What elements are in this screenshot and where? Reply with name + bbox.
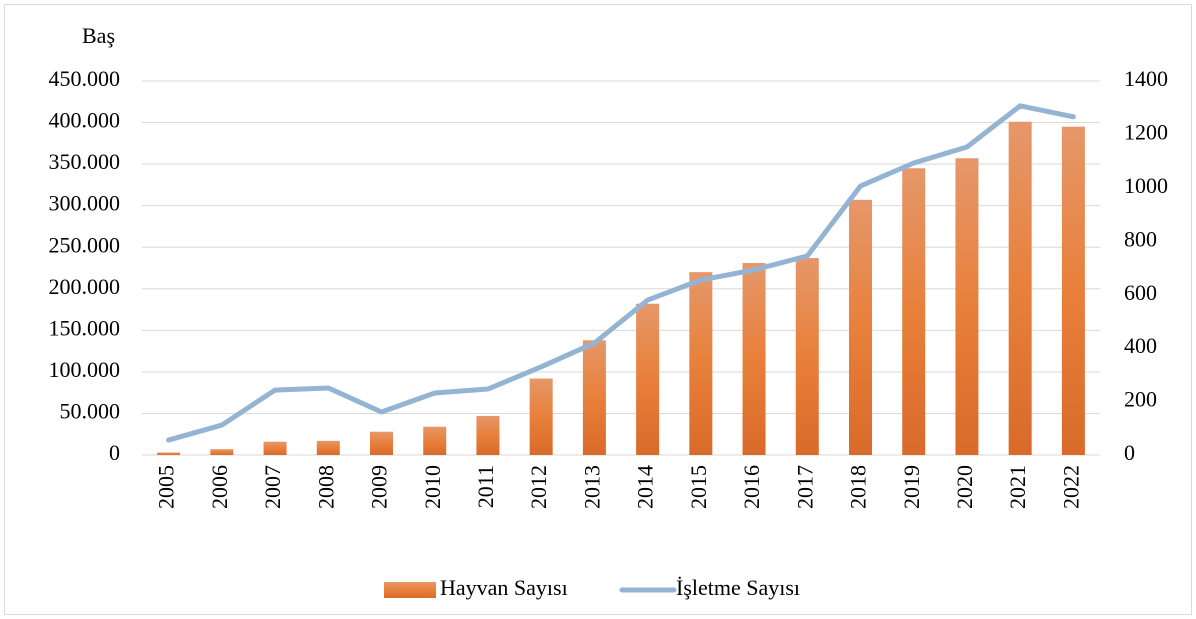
- y2-tick-label: 400: [1124, 333, 1157, 358]
- y-axis-label: Baş: [82, 23, 115, 48]
- bar: [1008, 121, 1032, 456]
- legend-label: İşletme Sayısı: [676, 575, 800, 600]
- y-tick-label: 300.000: [49, 191, 121, 216]
- x-tick-label: 2010: [420, 465, 445, 509]
- y-tick-label: 200.000: [49, 274, 121, 299]
- line: [166, 103, 1076, 443]
- x-tick-label: 2016: [739, 465, 764, 509]
- bar: [316, 440, 340, 455]
- bar: [210, 449, 234, 455]
- y-tick-label: 250.000: [49, 232, 121, 257]
- x-tick-label: 2005: [154, 465, 179, 509]
- frame: [4, 4, 1192, 615]
- bar: [689, 272, 713, 455]
- x-tick-label: 2020: [952, 465, 977, 509]
- bar: [795, 258, 819, 455]
- x-tick-label: 2009: [367, 465, 392, 509]
- bar: [1061, 126, 1085, 455]
- x-tick-label: 2021: [1005, 465, 1030, 509]
- y-tick-label: 100.000: [49, 357, 121, 382]
- x-tick-label: 2015: [686, 465, 711, 509]
- legend-label: Hayvan Sayısı: [440, 575, 568, 600]
- x-tick-label: 2019: [899, 465, 924, 509]
- x-tick-label: 2022: [1058, 465, 1083, 509]
- legend-swatch: [384, 582, 436, 598]
- y-tick-label: 0: [109, 440, 120, 465]
- y2-tick-label: 800: [1124, 226, 1157, 251]
- bar: [157, 452, 181, 455]
- y-tick-label: 400.000: [49, 108, 121, 133]
- bar: [636, 303, 660, 455]
- x-tick-label: 2006: [207, 465, 232, 509]
- bar: [423, 426, 447, 455]
- y2-tick-label: 1200: [1124, 119, 1168, 144]
- x-tick-label: 2008: [313, 465, 338, 509]
- y2-tick-label: 1000: [1124, 173, 1168, 198]
- y2-tick-label: 600: [1124, 280, 1157, 305]
- y2-tick-label: 0: [1124, 440, 1135, 465]
- y-tick-label: 450.000: [49, 66, 121, 91]
- bar: [742, 263, 766, 455]
- bar: [849, 199, 872, 455]
- x-tick-label: 2014: [633, 465, 658, 509]
- bar: [370, 431, 393, 455]
- bar: [902, 168, 926, 455]
- x-tick-label: 2017: [792, 465, 817, 509]
- bar: [263, 441, 287, 455]
- y-tick-label: 150.000: [49, 315, 121, 340]
- bar: [476, 415, 500, 455]
- y2-tick-label: 1400: [1124, 66, 1168, 91]
- x-tick-label: 2011: [473, 465, 498, 508]
- bar: [582, 340, 606, 455]
- y2-tick-label: 200: [1124, 387, 1157, 412]
- x-tick-label: 2007: [260, 465, 285, 509]
- bar: [529, 378, 553, 455]
- x-tick-label: 2013: [579, 465, 604, 509]
- y-tick-label: 50.000: [60, 398, 121, 423]
- x-tick-label: 2018: [846, 465, 871, 509]
- bar: [955, 158, 979, 455]
- x-tick-label: 2012: [526, 465, 551, 509]
- y-tick-label: 350.000: [49, 149, 121, 174]
